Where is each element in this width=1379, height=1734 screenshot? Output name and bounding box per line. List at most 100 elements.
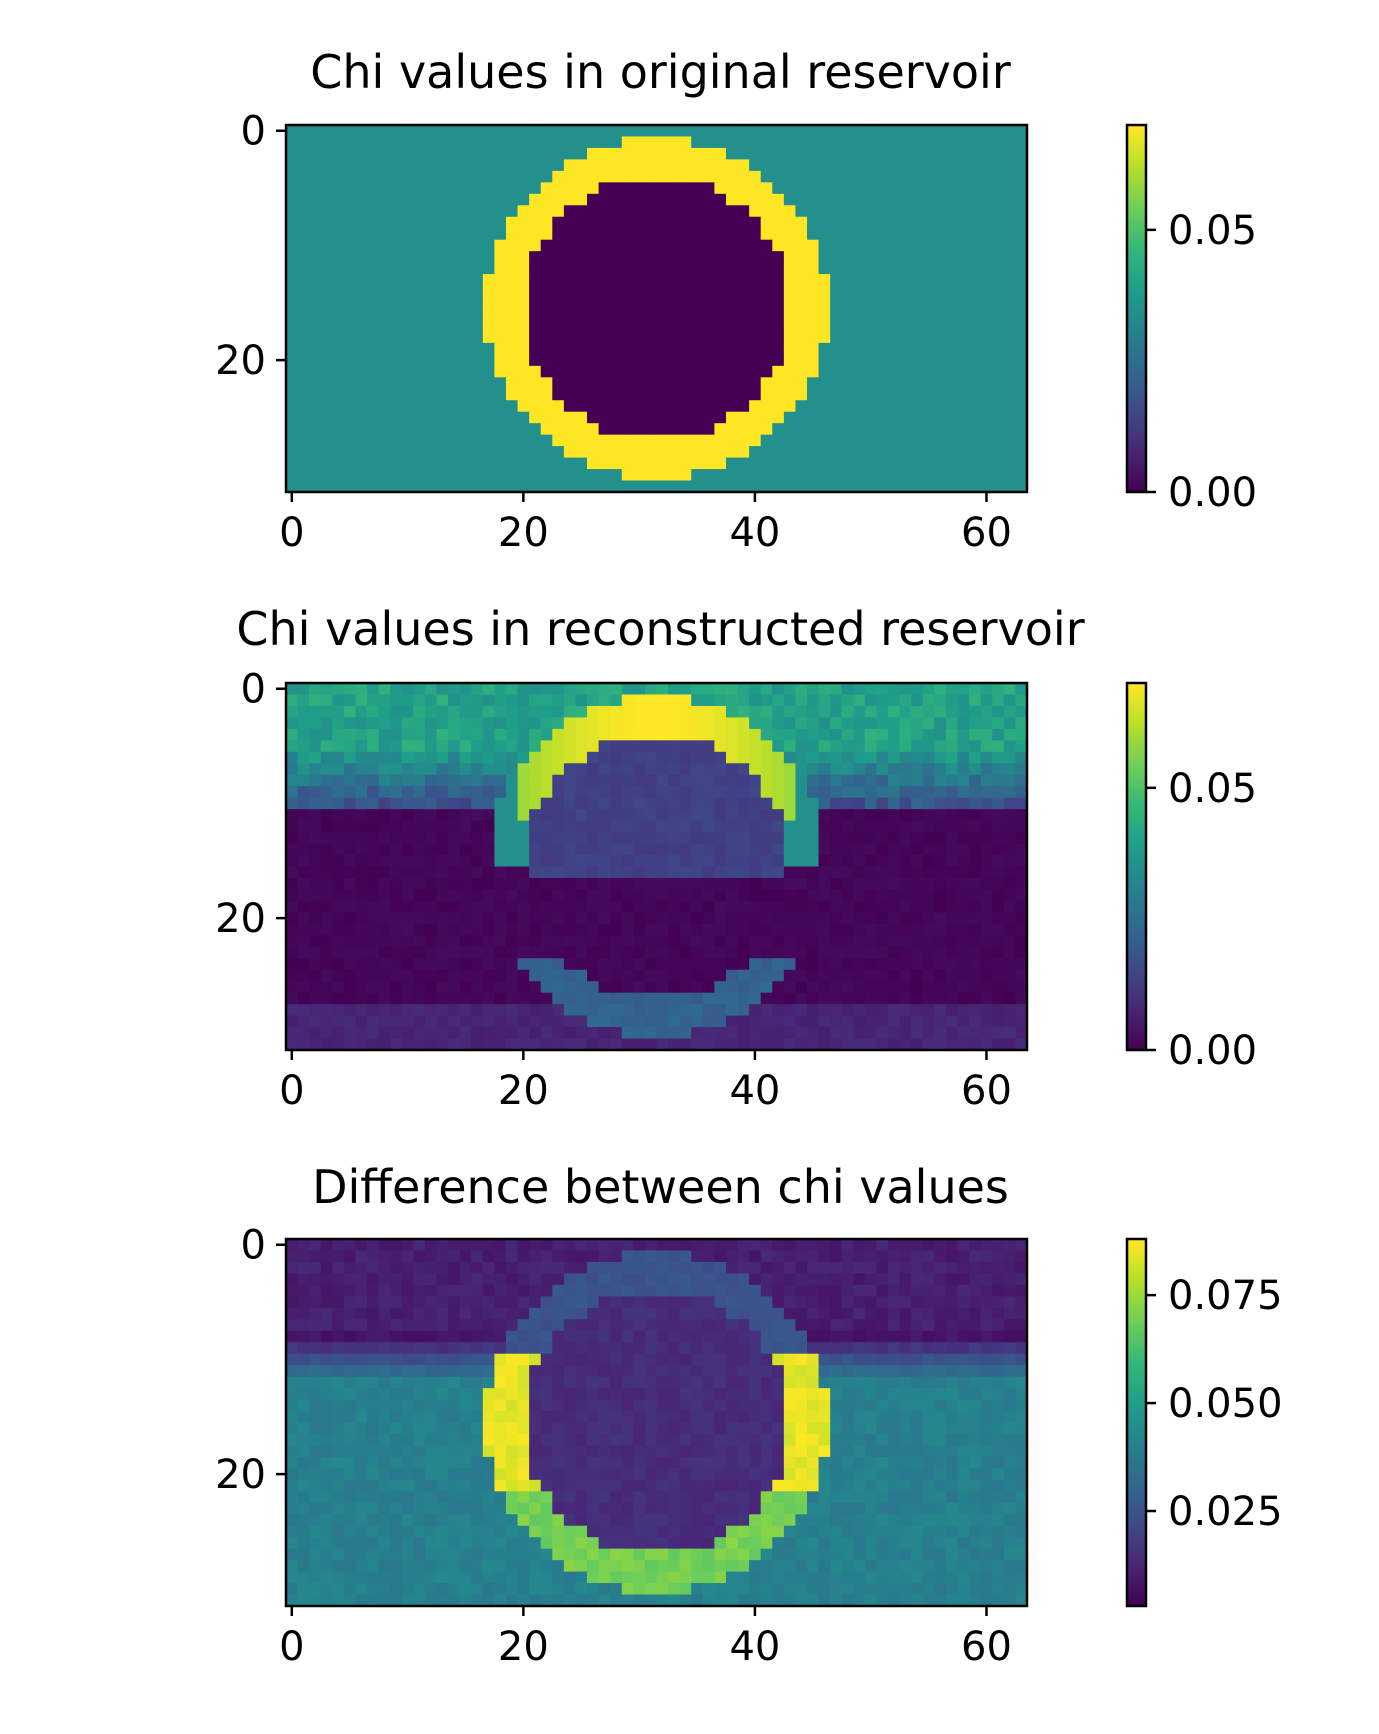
heatmap-cell: [922, 900, 935, 913]
heatmap-cell: [830, 866, 843, 879]
heatmap-cell: [517, 763, 530, 776]
heatmap-cell: [413, 751, 426, 764]
heatmap-cell: [378, 274, 391, 287]
heatmap-cell: [725, 774, 739, 787]
heatmap-cell: [644, 1038, 658, 1051]
heatmap-cell: [714, 274, 727, 287]
heatmap-cell: [309, 469, 322, 482]
heatmap-cell: [633, 935, 646, 948]
heatmap-cell: [529, 1261, 542, 1275]
heatmap-cell: [772, 1319, 785, 1332]
heatmap-cell: [957, 1319, 970, 1332]
heatmap-cell: [841, 1319, 854, 1332]
heatmap-cell: [841, 423, 854, 436]
heatmap-cell: [795, 774, 808, 787]
heatmap-cell: [702, 469, 715, 482]
heatmap-cell: [772, 228, 785, 241]
heatmap-cell: [760, 820, 773, 833]
heatmap-cell: [656, 786, 669, 799]
heatmap-cell: [436, 365, 449, 378]
heatmap-cell: [957, 365, 970, 378]
heatmap-cell: [401, 1027, 414, 1040]
colorbar-segment: [1127, 991, 1146, 996]
heatmap-cell: [749, 855, 762, 868]
heatmap-cell: [934, 285, 947, 298]
heatmap-cell: [1015, 136, 1028, 149]
heatmap-cell: [691, 228, 704, 241]
heatmap-cell: [343, 774, 357, 787]
heatmap-cell: [343, 843, 357, 856]
heatmap-cell: [621, 820, 634, 833]
heatmap-cell: [343, 1319, 357, 1332]
heatmap-cell: [888, 774, 901, 787]
heatmap-cell: [459, 193, 472, 206]
heatmap-cell: [448, 136, 461, 149]
heatmap-cell: [332, 159, 345, 172]
heatmap-cell: [390, 170, 403, 183]
heatmap-cell: [424, 946, 438, 959]
heatmap-cell: [749, 694, 762, 707]
heatmap-cell: [807, 319, 820, 333]
heatmap-cell: [714, 1239, 727, 1252]
heatmap-cell: [795, 1015, 808, 1028]
heatmap-cell: [448, 285, 461, 298]
heatmap-cell: [737, 170, 750, 183]
heatmap-cell: [679, 434, 692, 447]
heatmap-cell: [945, 763, 959, 776]
heatmap-cell: [911, 274, 924, 287]
heatmap-cell: [644, 331, 658, 344]
heatmap-cell: [876, 400, 889, 413]
heatmap-cell: [309, 251, 322, 264]
heatmap-cell: [563, 1330, 577, 1343]
heatmap-cell: [529, 797, 542, 810]
heatmap-cell: [494, 147, 507, 161]
heatmap-cell: [587, 1004, 600, 1017]
heatmap-cell: [807, 717, 820, 730]
heatmap-cell: [1015, 912, 1028, 925]
heatmap-cell: [633, 216, 646, 229]
heatmap-cell: [505, 717, 519, 730]
heatmap-cell: [413, 877, 426, 891]
heatmap-cell: [1003, 262, 1017, 275]
heatmap-cell: [286, 935, 299, 948]
heatmap-cell: [355, 411, 368, 424]
heatmap-cell: [980, 377, 993, 390]
heatmap-cell: [343, 205, 357, 218]
heatmap-cell: [807, 308, 820, 321]
heatmap-cell: [540, 832, 553, 845]
heatmap-cell: [691, 297, 704, 310]
heatmap-cell: [841, 400, 854, 413]
heatmap-cell: [945, 1330, 959, 1343]
heatmap-cell: [714, 423, 727, 436]
heatmap-cell: [401, 843, 414, 856]
heatmap-cell: [714, 1261, 727, 1275]
colorbar-segment: [1127, 158, 1146, 163]
heatmap-cell: [714, 193, 727, 206]
heatmap-cell: [332, 377, 345, 390]
heatmap-cell: [807, 274, 820, 287]
heatmap-cell: [876, 809, 889, 822]
heatmap-cell: [888, 423, 901, 436]
heatmap-cell: [355, 900, 368, 913]
heatmap-cell: [505, 182, 519, 195]
heatmap-cell: [471, 274, 484, 287]
heatmap-cell: [807, 1330, 820, 1343]
heatmap-cell: [1003, 411, 1017, 424]
heatmap-cell: [807, 900, 820, 913]
heatmap-cell: [494, 694, 507, 707]
heatmap-cell: [714, 1342, 727, 1355]
heatmap-cell: [390, 159, 403, 172]
heatmap-cell: [343, 262, 357, 275]
heatmap-cell: [656, 411, 669, 424]
colorbar-segment: [1127, 446, 1146, 450]
heatmap-cell: [853, 717, 866, 730]
heatmap-cell: [1003, 774, 1017, 787]
heatmap-cell: [656, 694, 669, 707]
heatmap-cell: [621, 958, 634, 971]
heatmap-cell: [587, 480, 600, 493]
heatmap-cell: [807, 285, 820, 298]
heatmap-cell: [413, 1307, 426, 1320]
heatmap-cell: [888, 159, 901, 172]
heatmap-cell: [876, 683, 889, 696]
heatmap-cell: [332, 400, 345, 413]
